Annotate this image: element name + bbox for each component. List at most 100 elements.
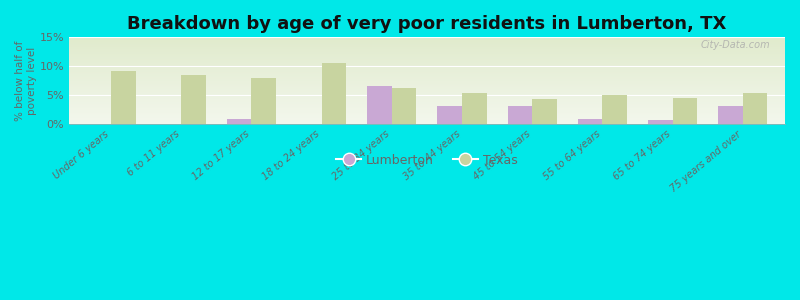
Bar [69, 106, 785, 107]
Bar [69, 99, 785, 100]
Bar [251, 78, 276, 124]
Bar [69, 58, 785, 59]
Y-axis label: % below half of
poverty level: % below half of poverty level [15, 40, 37, 121]
Bar [69, 56, 785, 57]
Bar [69, 46, 785, 47]
Bar [69, 65, 785, 66]
Bar [438, 106, 462, 124]
Bar [462, 93, 486, 124]
Legend: Lumberton, Texas: Lumberton, Texas [331, 148, 522, 172]
Bar [69, 108, 785, 109]
Bar [69, 61, 785, 62]
Title: Breakdown by age of very poor residents in Lumberton, TX: Breakdown by age of very poor residents … [127, 15, 726, 33]
Bar [69, 113, 785, 114]
Bar [69, 93, 785, 94]
Bar [69, 111, 785, 112]
Bar [69, 45, 785, 46]
Bar [69, 85, 785, 86]
Bar [69, 97, 785, 98]
Bar [69, 40, 785, 41]
Bar [69, 100, 785, 101]
Bar [69, 43, 785, 44]
Bar [69, 53, 785, 54]
Bar [69, 92, 785, 93]
Bar [69, 123, 785, 124]
Bar [69, 117, 785, 118]
Bar [69, 114, 785, 115]
Bar [69, 119, 785, 120]
Bar [69, 73, 785, 74]
Bar [69, 77, 785, 78]
Bar [69, 95, 785, 96]
Text: City-Data.com: City-Data.com [701, 40, 770, 50]
Bar [648, 120, 673, 124]
Bar [69, 75, 785, 76]
Bar [69, 118, 785, 119]
Bar [69, 63, 785, 64]
Bar [69, 86, 785, 87]
Bar [111, 71, 135, 124]
Bar [322, 63, 346, 124]
Bar [69, 121, 785, 122]
Bar [69, 62, 785, 63]
Bar [69, 52, 785, 53]
Bar [181, 76, 206, 124]
Bar [69, 71, 785, 72]
Bar [69, 72, 785, 73]
Bar [69, 44, 785, 45]
Bar [673, 98, 698, 124]
Bar [69, 39, 785, 40]
Bar [69, 103, 785, 104]
Bar [69, 116, 785, 117]
Bar [69, 110, 785, 111]
Bar [69, 90, 785, 91]
Bar [69, 91, 785, 92]
Bar [69, 68, 785, 69]
Bar [69, 109, 785, 110]
Bar [69, 96, 785, 97]
Bar [69, 59, 785, 60]
Bar [69, 47, 785, 48]
Bar [69, 88, 785, 89]
Bar [69, 51, 785, 52]
Bar [743, 93, 767, 124]
Bar [69, 48, 785, 49]
Bar [69, 41, 785, 42]
Bar [69, 112, 785, 113]
Bar [69, 38, 785, 39]
Bar [508, 106, 532, 124]
Bar [69, 50, 785, 51]
Bar [69, 67, 785, 68]
Bar [69, 49, 785, 50]
Bar [69, 83, 785, 84]
Bar [227, 119, 251, 124]
Bar [69, 60, 785, 61]
Bar [69, 102, 785, 103]
Bar [69, 40, 785, 41]
Bar [69, 89, 785, 90]
Bar [69, 81, 785, 82]
Bar [367, 86, 392, 124]
Bar [69, 104, 785, 105]
Bar [69, 79, 785, 80]
Bar [69, 54, 785, 55]
Bar [69, 42, 785, 43]
Bar [578, 119, 602, 124]
Bar [69, 105, 785, 106]
Bar [69, 69, 785, 70]
Bar [69, 94, 785, 95]
Bar [392, 88, 417, 124]
Bar [69, 122, 785, 123]
Bar [69, 37, 785, 38]
Bar [69, 64, 785, 65]
Bar [69, 74, 785, 75]
Bar [69, 120, 785, 121]
Bar [718, 106, 743, 124]
Bar [69, 82, 785, 83]
Bar [69, 84, 785, 85]
Bar [69, 87, 785, 88]
Bar [69, 101, 785, 102]
Bar [69, 98, 785, 99]
Bar [69, 70, 785, 71]
Bar [69, 80, 785, 81]
